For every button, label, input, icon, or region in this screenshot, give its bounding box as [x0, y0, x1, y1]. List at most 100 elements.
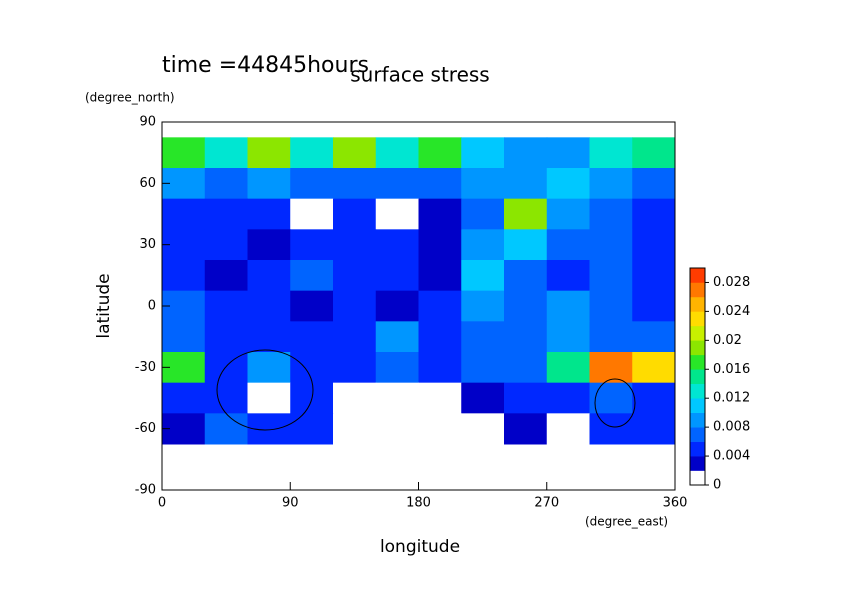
cell — [204, 321, 248, 353]
cell — [375, 413, 419, 445]
cell — [418, 168, 462, 200]
cell — [632, 321, 676, 353]
cell — [333, 168, 377, 200]
cell — [162, 382, 206, 414]
cell — [589, 321, 633, 353]
cell — [333, 229, 377, 261]
cell — [504, 321, 548, 353]
chart-title: surface stress — [350, 63, 489, 87]
cell — [290, 137, 334, 169]
cell — [418, 321, 462, 353]
colorbar-swatch — [690, 340, 705, 356]
cell — [418, 260, 462, 292]
cell — [589, 198, 633, 230]
cell — [375, 260, 419, 292]
cell — [418, 198, 462, 230]
y-tick-label: 60 — [139, 176, 156, 191]
cell — [546, 321, 590, 353]
cell — [589, 260, 633, 292]
cell — [247, 290, 291, 322]
y-tick-label: 0 — [148, 299, 156, 314]
cell — [461, 290, 505, 322]
cell — [333, 382, 377, 414]
cell — [290, 290, 334, 322]
cell — [632, 352, 676, 384]
cell — [162, 137, 206, 169]
x-tick-label: 270 — [534, 496, 559, 511]
cell — [504, 290, 548, 322]
colorbar-tick-label: 0.004 — [713, 449, 750, 464]
cell — [290, 229, 334, 261]
cell — [333, 137, 377, 169]
field — [162, 137, 676, 445]
cell — [504, 229, 548, 261]
colorbar-frame — [689, 267, 706, 486]
cell — [589, 382, 633, 414]
colorbar-tick-label: 0.016 — [713, 362, 750, 377]
cell — [504, 352, 548, 384]
cell — [632, 413, 676, 445]
y-axis-label: latitude — [94, 273, 114, 338]
cell — [375, 290, 419, 322]
cell — [204, 198, 248, 230]
cell — [204, 137, 248, 169]
y-tick-label: -90 — [135, 483, 156, 498]
cell — [333, 290, 377, 322]
colorbar-swatch — [690, 282, 705, 298]
cell — [589, 168, 633, 200]
annotation: time =44845hours — [162, 53, 369, 78]
cell — [589, 137, 633, 169]
cell — [375, 229, 419, 261]
colorbar-swatch — [690, 456, 705, 471]
cell — [290, 413, 334, 445]
cell — [632, 229, 676, 261]
cell — [589, 352, 633, 384]
cell — [461, 260, 505, 292]
x-axis-label: longitude — [380, 537, 460, 557]
cell — [632, 198, 676, 230]
cell — [504, 137, 548, 169]
cell — [418, 382, 462, 414]
cell — [204, 413, 248, 445]
cell — [290, 260, 334, 292]
colorbar-tick-label: 0.024 — [713, 304, 750, 319]
colorbar-tick-label: 0.02 — [713, 333, 742, 348]
cell — [290, 168, 334, 200]
cell — [290, 321, 334, 353]
cell — [546, 290, 590, 322]
x-unit: (degree_east) — [585, 515, 668, 529]
colorbar-swatch — [690, 296, 705, 312]
cell — [546, 137, 590, 169]
cell — [632, 137, 676, 169]
cell — [247, 382, 291, 414]
colorbar-swatch — [690, 427, 705, 442]
cell — [247, 137, 291, 169]
cell — [204, 229, 248, 261]
colorbar-swatch — [690, 398, 705, 413]
cell — [546, 413, 590, 445]
cell — [162, 321, 206, 353]
cell — [247, 229, 291, 261]
colorbar-swatch — [690, 369, 705, 385]
cell — [333, 352, 377, 384]
cell — [461, 168, 505, 200]
cell — [461, 137, 505, 169]
colorbar-swatch — [690, 325, 705, 341]
colorbar-tick-label: 0.012 — [713, 391, 750, 406]
cell — [461, 321, 505, 353]
x-tick-label: 360 — [663, 496, 688, 511]
cell — [504, 260, 548, 292]
cell — [333, 321, 377, 353]
cell — [247, 198, 291, 230]
cell — [375, 321, 419, 353]
cell — [632, 260, 676, 292]
x-tick-label: 90 — [282, 496, 299, 511]
cell — [589, 413, 633, 445]
cell — [375, 168, 419, 200]
cell — [589, 229, 633, 261]
colorbar-swatch — [690, 354, 705, 370]
y-tick-label: 90 — [139, 115, 156, 130]
y-tick-label: 30 — [139, 237, 156, 252]
y-unit: (degree_north) — [85, 91, 175, 105]
